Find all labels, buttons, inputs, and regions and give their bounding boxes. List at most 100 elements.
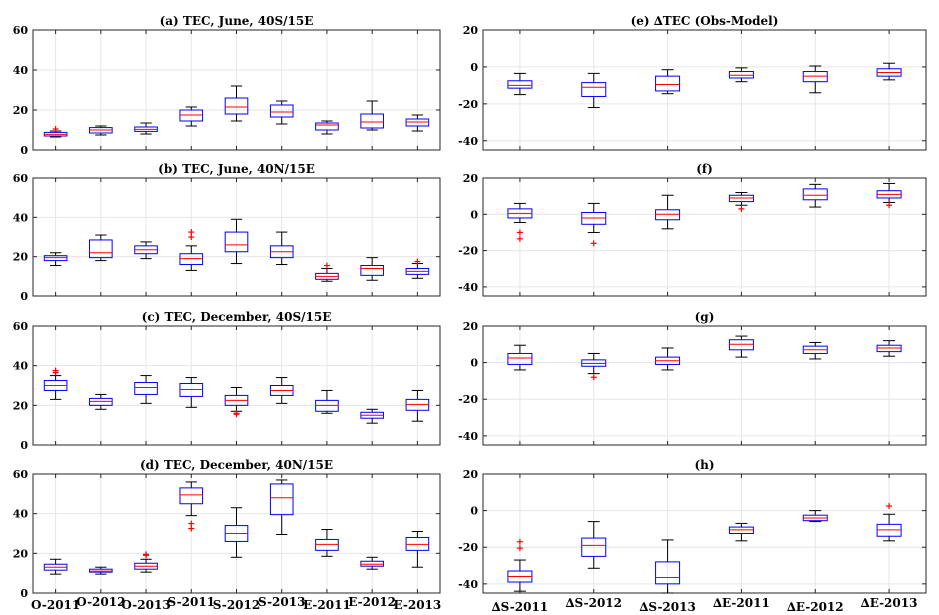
x-tick-label: ∆E-2013 [861,596,918,610]
panel-title: (d) TEC, December, 40N/15E [140,458,333,472]
box-S-2013 [269,100,294,125]
x-tick-label: E-2012 [348,595,396,609]
iqr-box [655,75,681,92]
y-tick-label: 20 [463,24,479,37]
y-tick-label: 0 [20,439,28,452]
box-O-2012 [89,125,113,136]
panel-f: -40 -20 0 20 (f) [458,162,927,297]
box-O-2012 [89,234,113,262]
y-tick-label: 40 [13,360,29,373]
box-∆E-2013 [876,340,902,357]
y-tick-label: -40 [458,281,478,294]
panel-c: 0 20 40 60 (c) TEC, December, 40S/15E [13,310,441,452]
outlier-marker [590,374,597,381]
y-tick-label: 40 [13,211,29,224]
panel-title: (g) [695,310,715,324]
y-tick-label: 60 [13,468,29,481]
y-tick-label: 0 [20,290,28,303]
box-O-2013 [134,241,158,260]
box-E-2012 [360,257,384,281]
box-∆E-2012 [802,341,828,360]
box-E-2013 [405,258,430,279]
axes-frame [482,177,927,297]
box-S-2012 [224,218,249,265]
box-∆S-2013 [655,69,681,95]
iqr-box [360,113,384,129]
outlier-marker [143,551,150,558]
outlier-marker [516,538,523,545]
box-∆S-2012 [581,521,607,569]
iqr-box [224,231,249,253]
box-O-2011 [43,558,68,575]
axes-frame [482,473,927,594]
panel-title: (a) TEC, June, 40S/15E [160,14,314,28]
box-∆S-2012 [581,352,607,381]
box-∆S-2011 [507,72,533,96]
box-S-2011 [179,229,204,271]
box-S-2012 [224,507,249,558]
y-tick-label: 0 [20,587,28,600]
y-tick-label: 20 [13,399,29,412]
axes-frame [482,325,927,446]
panel-title: (b) TEC, June, 40N/15E [158,162,315,176]
box-∆E-2012 [802,65,828,94]
box-E-2012 [360,100,384,131]
y-tick-label: -20 [458,541,478,554]
y-tick-label: 40 [13,64,29,77]
box-∆S-2011 [507,538,533,592]
y-tick-label: 0 [470,208,478,221]
iqr-box [269,104,294,118]
outlier-marker [52,126,59,132]
y-tick-label: -40 [458,578,478,591]
y-tick-label: 60 [13,24,29,37]
box-E-2013 [405,531,430,568]
box-∆E-2012 [802,510,828,523]
outlier-marker [323,262,330,269]
box-S-2011 [179,377,204,408]
iqr-box [315,122,339,131]
iqr-box [360,265,384,276]
panel-a: 0 20 40 60 (a) TEC, June, 40S/15E [13,14,441,157]
outlier-marker [516,545,523,552]
panel-e: -40 -20 0 20 (e) ∆TEC (Obs-Model) [458,14,927,151]
y-tick-label: 20 [463,320,479,333]
x-tick-label: E-2011 [303,598,351,612]
box-O-2013 [134,375,158,404]
x-tick-label: ∆E-2012 [787,600,844,614]
box-S-2013 [269,231,294,266]
outlier-marker [188,229,195,236]
box-∆S-2013 [655,347,681,371]
box-∆E-2013 [876,503,902,542]
x-tick-label: S-2012 [213,598,260,612]
x-tick-label: ∆E-2011 [713,596,770,610]
iqr-box [581,82,607,97]
panel-g: -40 -20 0 20 (g) [458,310,927,446]
box-∆E-2011 [728,335,754,358]
outlier-marker [233,411,240,418]
box-S-2012 [224,85,249,122]
outlier-marker [886,503,893,510]
outlier-marker [886,202,893,209]
panel-h: -40 -20 0 20 (h) ∆S-2011 ∆S-2012 ∆S-2013 ∆E-2011… [458,458,927,614]
y-tick-label: 0 [20,144,28,157]
outlier-marker [188,525,195,532]
x-tick-label: O-2011 [31,598,80,612]
y-tick-label: 0 [470,61,478,74]
box-E-2011 [315,389,339,414]
iqr-box [134,382,158,395]
outlier-marker [590,240,597,247]
panel-title: (c) TEC, December, 40S/15E [142,310,332,324]
x-tick-label: ∆S-2011 [492,600,549,614]
box-O-2012 [89,566,113,575]
box-S-2011 [179,481,204,532]
iqr-box [507,80,533,89]
outlier-marker [52,367,59,374]
y-tick-label: 20 [13,251,29,264]
x-tick-label: S-2013 [258,595,305,609]
iqr-box [89,239,113,259]
box-O-2011 [43,126,68,138]
y-tick-label: -20 [458,245,478,258]
x-tick-label: O-2013 [121,598,170,612]
